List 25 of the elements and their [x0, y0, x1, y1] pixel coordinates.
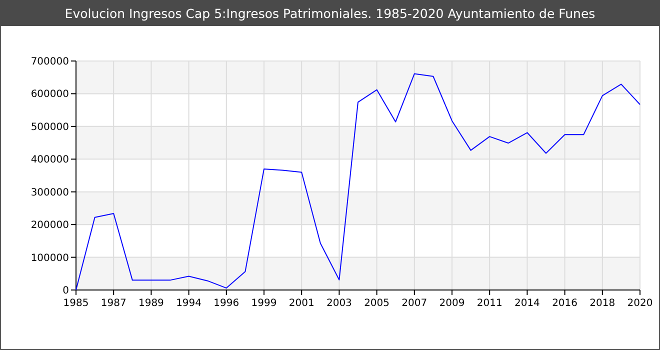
- y-tick-label: 300000: [30, 187, 69, 198]
- x-tick-label: 2014: [514, 298, 540, 309]
- x-tick-label: 1994: [176, 298, 202, 309]
- x-tick-label: 1989: [138, 298, 164, 309]
- y-tick-label: 0: [62, 286, 69, 296]
- y-tick-label: 500000: [30, 122, 69, 133]
- y-tick-label: 700000: [30, 56, 69, 68]
- y-tick-label: 100000: [30, 252, 69, 264]
- y-tick-label: 600000: [30, 89, 69, 100]
- x-tick-label: 2018: [590, 298, 616, 309]
- y-tick-label: 400000: [30, 154, 69, 166]
- x-tick-label: 2020: [627, 298, 653, 309]
- x-tick-label: 2016: [552, 298, 578, 309]
- x-tick-label: 2011: [476, 298, 502, 309]
- x-tick-label: 1999: [251, 298, 277, 309]
- y-tick-label: 200000: [30, 220, 69, 232]
- x-tick-label: 1996: [214, 298, 240, 309]
- x-tick-label: 2007: [402, 298, 428, 309]
- x-tick-label: 2005: [364, 298, 390, 309]
- x-tick-label: 1987: [100, 298, 126, 309]
- x-tick-label: 2001: [288, 298, 314, 309]
- x-tick-label: 2003: [326, 298, 352, 309]
- chart-title: Evolucion Ingresos Cap 5:Ingresos Patrimoniales. 1985-2020 Ayuntamiento de Funes: [64, 6, 596, 21]
- x-tick-label: 1985: [63, 298, 89, 309]
- x-tick-label: 2009: [439, 298, 465, 309]
